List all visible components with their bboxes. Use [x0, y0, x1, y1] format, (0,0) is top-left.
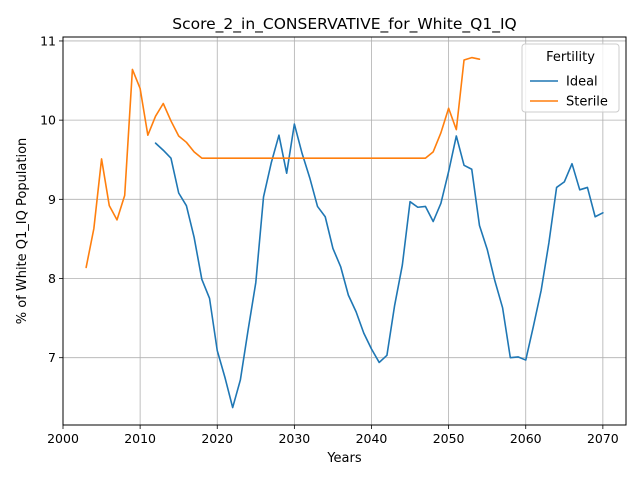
- y-tick-label: 7: [48, 350, 56, 365]
- x-tick-label: 2030: [278, 431, 310, 446]
- y-tick-label: 10: [40, 113, 56, 128]
- x-tick-label: 2040: [356, 431, 388, 446]
- legend: Fertility Ideal Sterile: [521, 43, 620, 113]
- x-axis-title: Years: [326, 451, 362, 466]
- chart-title: Score_2_in_CONSERVATIVE_for_White_Q1_IQ: [172, 15, 517, 34]
- legend-items: Ideal Sterile: [530, 75, 608, 110]
- series-lines: [85, 56, 604, 409]
- x-tick-label: 2070: [587, 431, 619, 446]
- y-tick-label: 8: [48, 271, 56, 286]
- plot-area-frame: [62, 36, 627, 426]
- legend-box: [521, 43, 620, 113]
- x-tick-label: 2010: [124, 431, 156, 446]
- x-tick-label: 2050: [433, 431, 465, 446]
- x-tick-label: 2060: [510, 431, 542, 446]
- y-axis-title: % of White Q1_IQ Population: [15, 138, 30, 325]
- series-line-ideal: [154, 123, 604, 409]
- x-tick-label: 2020: [201, 431, 233, 446]
- grid: [62, 37, 626, 425]
- series-line-sterile: [85, 56, 481, 269]
- y-tick-label: 9: [48, 192, 56, 207]
- x-axis-ticks: 2000 2010 2020 2030 2040 2050 2060 2070: [47, 425, 619, 446]
- x-tick-label: 2000: [47, 431, 79, 446]
- legend-title: Fertility: [546, 50, 595, 65]
- y-tick-label: 11: [40, 33, 56, 48]
- legend-label-ideal: Ideal: [566, 75, 598, 90]
- y-axis-ticks: 7 8 9 10 11: [40, 33, 63, 365]
- legend-label-sterile: Sterile: [566, 95, 608, 110]
